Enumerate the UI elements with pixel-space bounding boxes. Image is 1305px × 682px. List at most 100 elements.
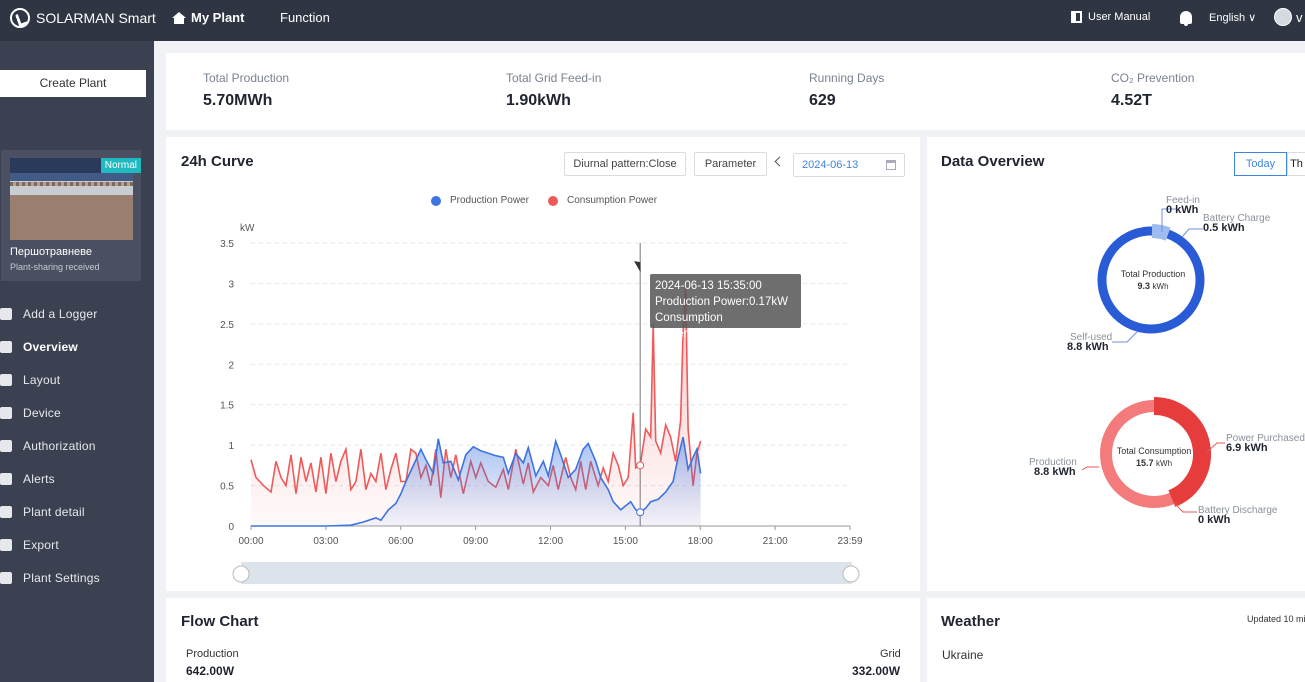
stat-value: 4.52T: [1111, 92, 1152, 109]
sidebar-item-authorization[interactable]: Authorization: [0, 437, 96, 455]
y-tick-label: 1.5: [220, 401, 234, 412]
legend-production-label[interactable]: Production Power: [450, 195, 529, 206]
weather-card: [927, 598, 1305, 682]
zoom-slider-right-handle[interactable]: [842, 565, 860, 583]
gear-icon: [0, 572, 12, 584]
solarman-logo-icon: [10, 8, 30, 28]
user-manual-link[interactable]: User Manual: [1071, 11, 1150, 23]
sidebar-item-export[interactable]: Export: [0, 536, 59, 554]
total-production-center: Total Production 9.3 kWh: [1105, 269, 1201, 291]
stat-label: CO₂ Prevention: [1111, 71, 1195, 85]
flow-grid-value: 332.00W: [852, 664, 901, 678]
flow-grid-label: Grid: [880, 648, 901, 660]
tooltip-time: 2024-06-13 15:35:00: [655, 280, 762, 292]
y-axis-label: kW: [240, 223, 255, 234]
avatar[interactable]: [1274, 8, 1292, 26]
sidebar-item-label: Export: [23, 538, 59, 552]
stats-card: Total Production 5.70MWh Total Grid Feed…: [166, 53, 1305, 130]
zoom-slider-track[interactable]: [241, 562, 852, 584]
tooltip-consumption: Consumption Power:0.75kW: [655, 312, 730, 340]
sidebar-item-overview[interactable]: Overview: [0, 338, 78, 356]
flow-production-value: 642.00W: [186, 664, 235, 678]
total-production-label: Total Production: [1120, 269, 1186, 279]
series-area-0: [251, 437, 701, 526]
sidebar-item-alerts[interactable]: Alerts: [0, 470, 55, 488]
user-manual-label: User Manual: [1088, 11, 1151, 23]
stat-label: Total Production: [203, 71, 290, 85]
consumption-ring-purchased[interactable]: [1153, 397, 1211, 507]
total-consumption-label: Total Consumption: [1116, 446, 1192, 456]
hover-point-production: [636, 508, 645, 517]
tab-today[interactable]: Today: [1234, 152, 1287, 176]
x-tick-label: 00:00: [238, 536, 263, 547]
legend-consumption-label[interactable]: Consumption Power: [567, 195, 658, 206]
curve-title: 24h Curve: [181, 153, 254, 170]
create-plant-button[interactable]: Create Plant: [0, 70, 146, 97]
folder-icon: [0, 506, 12, 518]
stat-value: 1.90kWh: [506, 92, 571, 109]
nav-my-plant[interactable]: My Plant: [172, 10, 244, 25]
total-consumption-center: Total Consumption 15.7 kWh: [1102, 446, 1206, 468]
diurnal-pattern-button[interactable]: Diurnal pattern:Close: [564, 152, 686, 176]
grid-icon: [262, 12, 274, 24]
legend-consumption-dot[interactable]: [548, 196, 558, 206]
series-line-0[interactable]: [251, 436, 702, 527]
total-consumption-value: 15.7: [1135, 458, 1154, 468]
sidebar-item-layout[interactable]: Layout: [0, 371, 60, 389]
tab-next[interactable]: Th: [1287, 152, 1305, 176]
nav-function[interactable]: Function: [262, 10, 330, 25]
battery-charge-leader: [1181, 228, 1203, 238]
flow-title: Flow Chart: [181, 613, 259, 630]
tooltip-production: Production Power:0.17kW: [655, 296, 788, 308]
language-label: English ∨: [1209, 12, 1257, 24]
logo[interactable]: SOLARMAN Smart: [10, 8, 156, 28]
user-name[interactable]: v: [1296, 10, 1303, 25]
sidebar-item-label: Device: [23, 406, 61, 420]
stat-value: 629: [809, 92, 836, 109]
production-ring-self-used[interactable]: [1097, 226, 1205, 334]
date-picker[interactable]: 2024-06-13: [793, 153, 905, 177]
battery-charge-label: Battery Charge: [1203, 213, 1271, 224]
status-badge: Normal: [100, 158, 141, 173]
feed-in-value: 0 kWh: [1166, 204, 1199, 216]
y-tick-label: 2: [228, 360, 234, 371]
nav-my-plant-label: My Plant: [191, 10, 245, 25]
zoom-slider-left-handle[interactable]: [232, 565, 250, 583]
curve-chart[interactable]: 0 0.5 1 1.5 2 2.5 3 3.5 kW 00:00 03:00 06:00 09:00 12…: [166, 215, 920, 591]
shield-icon: [0, 440, 12, 452]
plus-square-icon: [0, 308, 12, 320]
sidebar-item-device[interactable]: Device: [0, 404, 61, 422]
flow-production-label: Production: [186, 648, 239, 660]
total-production-unit: kWh: [1152, 282, 1169, 291]
x-tick-label: 09:00: [463, 536, 488, 547]
y-tick-label: 3.5: [220, 239, 234, 250]
bell-icon[interactable]: [1180, 11, 1192, 26]
y-tick-label: 0: [228, 522, 234, 533]
legend-production-dot[interactable]: [431, 196, 441, 206]
x-tick-label: 06:00: [388, 536, 413, 547]
x-tick-label: 15:00: [613, 536, 638, 547]
self-used-leader: [1112, 331, 1138, 343]
chart-tooltip: 2024-06-13 15:35:00 Production Power:0.1…: [650, 274, 801, 340]
parameter-button[interactable]: Parameter: [694, 152, 767, 176]
hover-point-consumption: [636, 461, 645, 470]
calendar-icon: [886, 160, 896, 170]
language-select[interactable]: English ∨: [1209, 11, 1256, 24]
sidebar-item-plant-settings[interactable]: Plant Settings: [0, 569, 100, 587]
power-purchased-label: Power Purchased: [1226, 433, 1305, 444]
sidebar-item-plant-detail[interactable]: Plant detail: [0, 503, 85, 521]
stat-label: Total Grid Feed-in: [506, 71, 602, 85]
production-value: 8.8 kWh: [1034, 466, 1076, 478]
plant-card[interactable]: Normal Першотравневе Plant-sharing recei…: [1, 150, 141, 281]
top-bar: SOLARMAN Smart My Plant Function User Ma…: [0, 0, 1305, 41]
sidebar-item-label: Layout: [23, 373, 61, 387]
x-tick-label: 21:00: [763, 536, 788, 547]
sidebar-item-label: Plant Settings: [23, 571, 100, 585]
sidebar-item-add-logger[interactable]: Add a Logger: [0, 305, 97, 323]
discharge-leader: [1172, 501, 1197, 513]
battery-discharge-label: Battery Discharge: [1198, 505, 1278, 516]
y-tick-label: 1: [228, 441, 234, 452]
production-ring-battery-charge[interactable]: [1151, 224, 1171, 241]
plant-name: Першотравневе: [10, 246, 92, 258]
x-tick-label: 23:59: [837, 536, 862, 547]
